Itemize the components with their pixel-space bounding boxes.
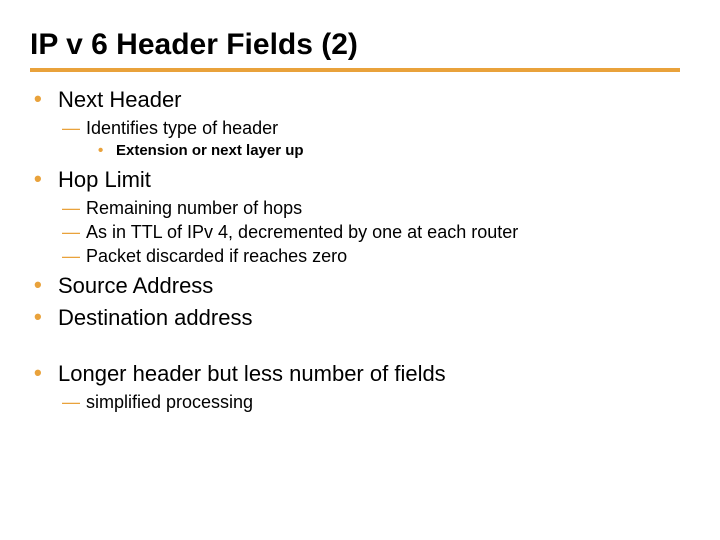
bullet-text: Source Address bbox=[58, 272, 213, 300]
bullet-marker-icon: • bbox=[34, 166, 48, 192]
bullet-marker-icon: — bbox=[62, 244, 80, 268]
bullet-marker-icon: — bbox=[62, 220, 80, 244]
bullet-text: Remaining number of hops bbox=[86, 196, 302, 220]
bullet-level-1: • Destination address bbox=[34, 304, 680, 332]
bullet-marker-icon: • bbox=[34, 304, 48, 330]
bullet-marker-icon: — bbox=[62, 390, 80, 414]
bullet-text: simplified processing bbox=[86, 390, 253, 414]
bullet-text: Packet discarded if reaches zero bbox=[86, 244, 347, 268]
bullet-level-2: —Identifies type of header bbox=[34, 116, 680, 140]
bullet-level-2: —simplified processing bbox=[34, 390, 680, 414]
bullet-text: Destination address bbox=[58, 304, 252, 332]
bullet-text: Next Header bbox=[58, 86, 182, 114]
spacer bbox=[34, 334, 680, 356]
bullet-marker-icon: • bbox=[34, 360, 48, 386]
bullet-text: Identifies type of header bbox=[86, 116, 278, 140]
bullet-marker-icon: — bbox=[62, 196, 80, 220]
bullet-text: Hop Limit bbox=[58, 166, 151, 194]
bullet-level-1: • Longer header but less number of fields bbox=[34, 360, 680, 388]
slide-title: IP v 6 Header Fields (2) bbox=[30, 28, 680, 62]
bullet-level-1: • Source Address bbox=[34, 272, 680, 300]
slide-content: •Next Header—Identifies type of header•E… bbox=[30, 86, 680, 414]
bullet-marker-icon: • bbox=[98, 140, 108, 162]
bullet-text: As in TTL of IPv 4, decremented by one a… bbox=[86, 220, 518, 244]
bullet-level-2: —Packet discarded if reaches zero bbox=[34, 244, 680, 268]
bullet-text: Longer header but less number of fields bbox=[58, 360, 446, 388]
bullet-marker-icon: — bbox=[62, 116, 80, 140]
bullet-level-3: • Extension or next layer up bbox=[34, 140, 680, 162]
bullet-level-2: —Remaining number of hops bbox=[34, 196, 680, 220]
bullet-level-2: —As in TTL of IPv 4, decremented by one … bbox=[34, 220, 680, 244]
title-underline bbox=[30, 68, 680, 72]
bullet-marker-icon: • bbox=[34, 86, 48, 112]
bullet-text: Extension or next layer up bbox=[116, 140, 304, 162]
bullet-marker-icon: • bbox=[34, 272, 48, 298]
bullet-level-1: • Hop Limit bbox=[34, 166, 680, 194]
bullet-level-1: • Next Header bbox=[34, 86, 680, 114]
